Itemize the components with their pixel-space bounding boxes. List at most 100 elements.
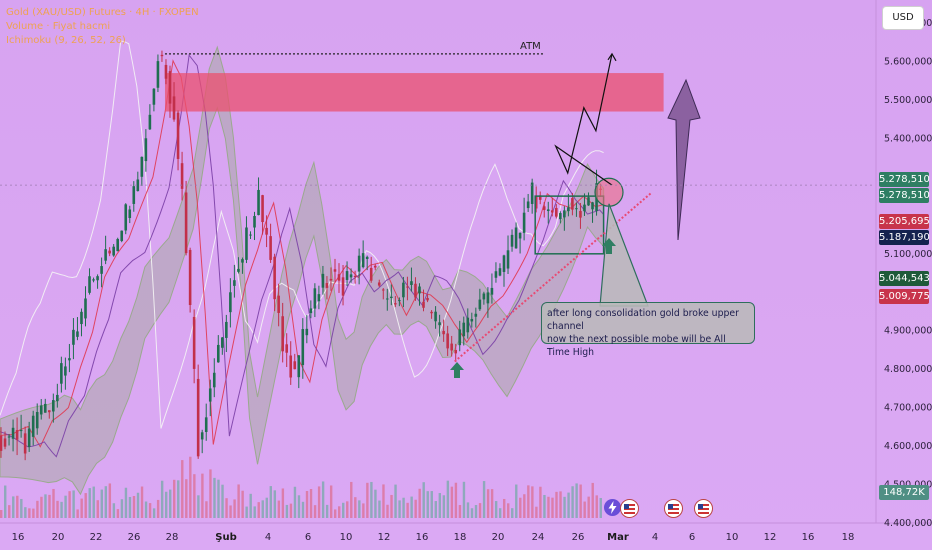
candle-body	[381, 289, 385, 291]
legend-ichimoku[interactable]: Ichimoku (9, 26, 52, 26)	[6, 35, 126, 46]
volume-bar	[531, 486, 534, 518]
volume-bar	[571, 486, 574, 518]
green-up-arrow[interactable]	[450, 362, 464, 378]
analysis-note[interactable]: after long consolidation gold broke uppe…	[541, 302, 755, 358]
candle-body	[422, 301, 425, 308]
green-up-arrow[interactable]	[602, 238, 616, 254]
note-line-1: after long consolidation gold broke uppe…	[547, 308, 739, 332]
y-tick-label: 4.400,000	[884, 518, 932, 529]
volume-bar	[426, 491, 429, 518]
price-tag[interactable]: 5.278,510	[879, 172, 930, 187]
candle-body	[591, 202, 594, 210]
candle-body	[466, 317, 470, 333]
volume-bar	[269, 486, 273, 518]
volume-bar	[382, 484, 385, 518]
candle-body	[221, 337, 224, 348]
volume-tag[interactable]: 148,72K	[879, 485, 929, 500]
volume-bar	[402, 497, 405, 518]
candle-body	[559, 213, 562, 220]
x-tick-label: 4	[265, 532, 271, 543]
candle-body	[188, 249, 192, 306]
rising-trendline[interactable]	[454, 191, 653, 363]
volume-bar	[144, 501, 148, 518]
candle-body	[442, 330, 445, 335]
volume-bar	[169, 489, 172, 518]
volume-bar	[434, 501, 437, 518]
candle-body	[23, 433, 27, 454]
base-line	[0, 54, 604, 458]
legend-volume[interactable]: Volume · Fiyat hacmi	[6, 21, 111, 32]
candle-body	[0, 435, 3, 451]
consolidation-channel[interactable]	[534, 195, 605, 255]
volume-bar	[193, 474, 196, 518]
us-flag-icon[interactable]	[620, 499, 639, 518]
x-tick-label: 6	[689, 532, 695, 543]
volume-bar	[535, 506, 538, 518]
candle-body	[229, 292, 232, 313]
atm-label: ATM	[520, 41, 541, 52]
price-tag[interactable]: 5.009,775	[879, 289, 930, 304]
candle-body	[454, 349, 458, 354]
volume-bar	[490, 489, 494, 518]
candle-body	[353, 276, 357, 278]
candle-body	[337, 274, 341, 281]
volume-bar	[430, 491, 433, 518]
y-tick-label: 5.500,000	[884, 95, 932, 106]
us-flag-icon[interactable]	[694, 499, 713, 518]
price-tag[interactable]: 5.278,510	[879, 188, 930, 203]
candle-body	[249, 234, 252, 236]
currency-button[interactable]: USD	[882, 6, 924, 30]
candle-body	[458, 329, 462, 346]
volume-bar	[124, 487, 128, 518]
target-arrow[interactable]	[667, 78, 701, 241]
candle-body	[281, 316, 284, 352]
candle-body	[418, 286, 421, 294]
candle-body	[140, 156, 144, 177]
candle-body	[293, 361, 297, 370]
projection-arrowhead	[607, 52, 617, 62]
volume-bar	[342, 502, 345, 518]
legend-symbol[interactable]: Gold (XAU/USD) Futures · 4H · FXOPEN	[6, 7, 199, 18]
us-flag-icon[interactable]	[664, 499, 683, 518]
volume-bar	[205, 501, 208, 518]
candle-body	[583, 204, 586, 212]
volume-bar	[201, 473, 204, 518]
volume-bar	[4, 485, 7, 518]
x-tick-label: 26	[128, 532, 141, 543]
volume-bar	[225, 498, 228, 518]
volume-bar	[486, 489, 490, 518]
volume-bar	[438, 493, 442, 518]
candle-body	[305, 328, 309, 336]
candle-body	[402, 282, 405, 298]
candle-body	[546, 209, 550, 212]
volume-bar	[173, 479, 176, 518]
x-tick-label: 16	[12, 532, 25, 543]
candle-body	[52, 400, 55, 412]
volume-bar	[494, 501, 498, 518]
candle-body	[148, 114, 152, 130]
candle-body	[502, 255, 506, 272]
price-tag[interactable]: 5.044,543	[879, 271, 930, 286]
candle-body	[361, 253, 365, 268]
note-pointer	[599, 203, 649, 307]
volume-bar	[56, 500, 59, 518]
volume-bar	[92, 486, 95, 518]
volume-bar	[478, 503, 482, 518]
price-tag[interactable]: 5.205,695	[879, 214, 930, 229]
x-tick-label: 12	[378, 532, 391, 543]
price-tag[interactable]: 5.187,190	[879, 230, 930, 245]
candle-body	[7, 436, 11, 438]
candle-body	[261, 195, 264, 223]
candle-body	[192, 316, 196, 369]
projection-path[interactable]	[554, 53, 613, 186]
candle-body	[474, 313, 478, 317]
candle-body	[68, 358, 71, 361]
candle-body	[64, 366, 67, 376]
candle-body	[385, 298, 389, 300]
volume-bar	[390, 494, 393, 518]
lightning-icon[interactable]	[604, 499, 621, 516]
resistance-zone[interactable]	[164, 73, 664, 112]
candle-body	[373, 265, 377, 268]
